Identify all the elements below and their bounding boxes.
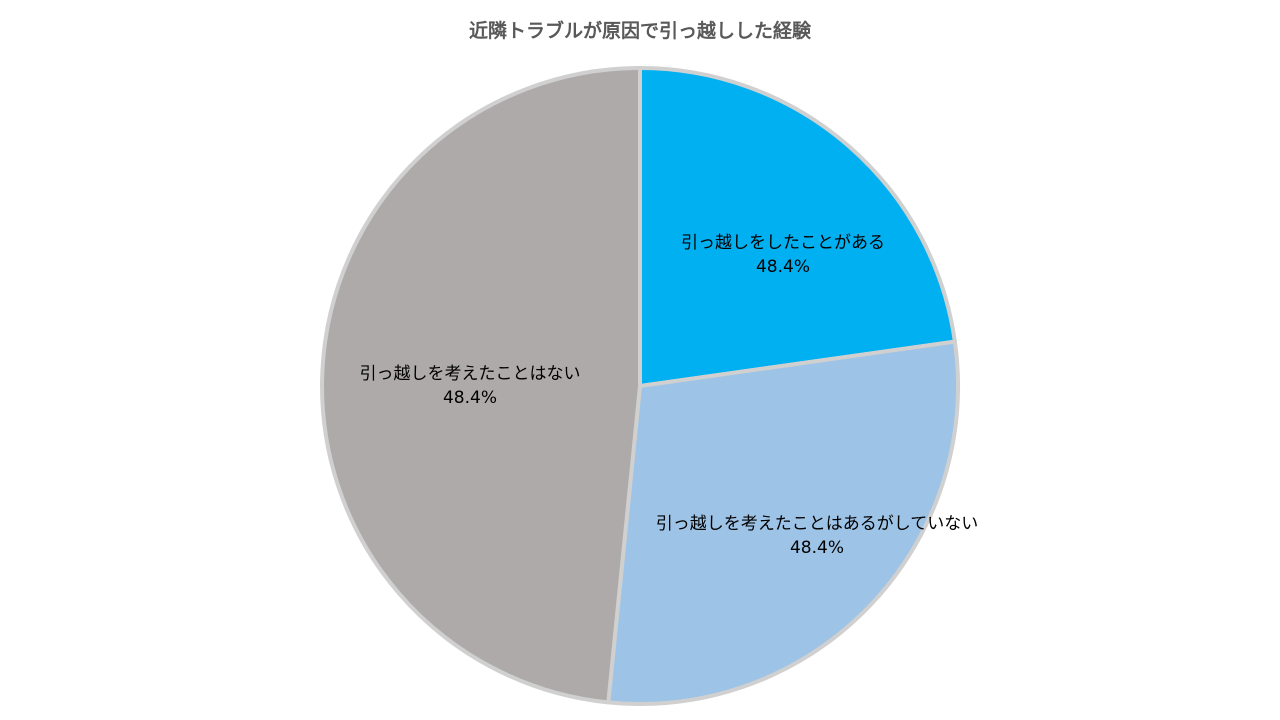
slice-label: 引っ越しを考えたことはない: [360, 364, 581, 384]
slice-value-label: 48.4%: [790, 538, 844, 558]
pie-slice: [320, 66, 642, 705]
slice-value-label: 48.4%: [756, 257, 810, 277]
slice-label: 引っ越しをしたことがある: [681, 233, 885, 253]
slice-value-label: 48.4%: [443, 388, 497, 408]
chart-title: 近隣トラブルが原因で引っ越しした経験: [468, 20, 811, 42]
slice-label: 引っ越しを考えたことはあるがしていない: [656, 514, 979, 534]
pie-slice: [638, 66, 957, 388]
pie-slice: [606, 339, 960, 706]
